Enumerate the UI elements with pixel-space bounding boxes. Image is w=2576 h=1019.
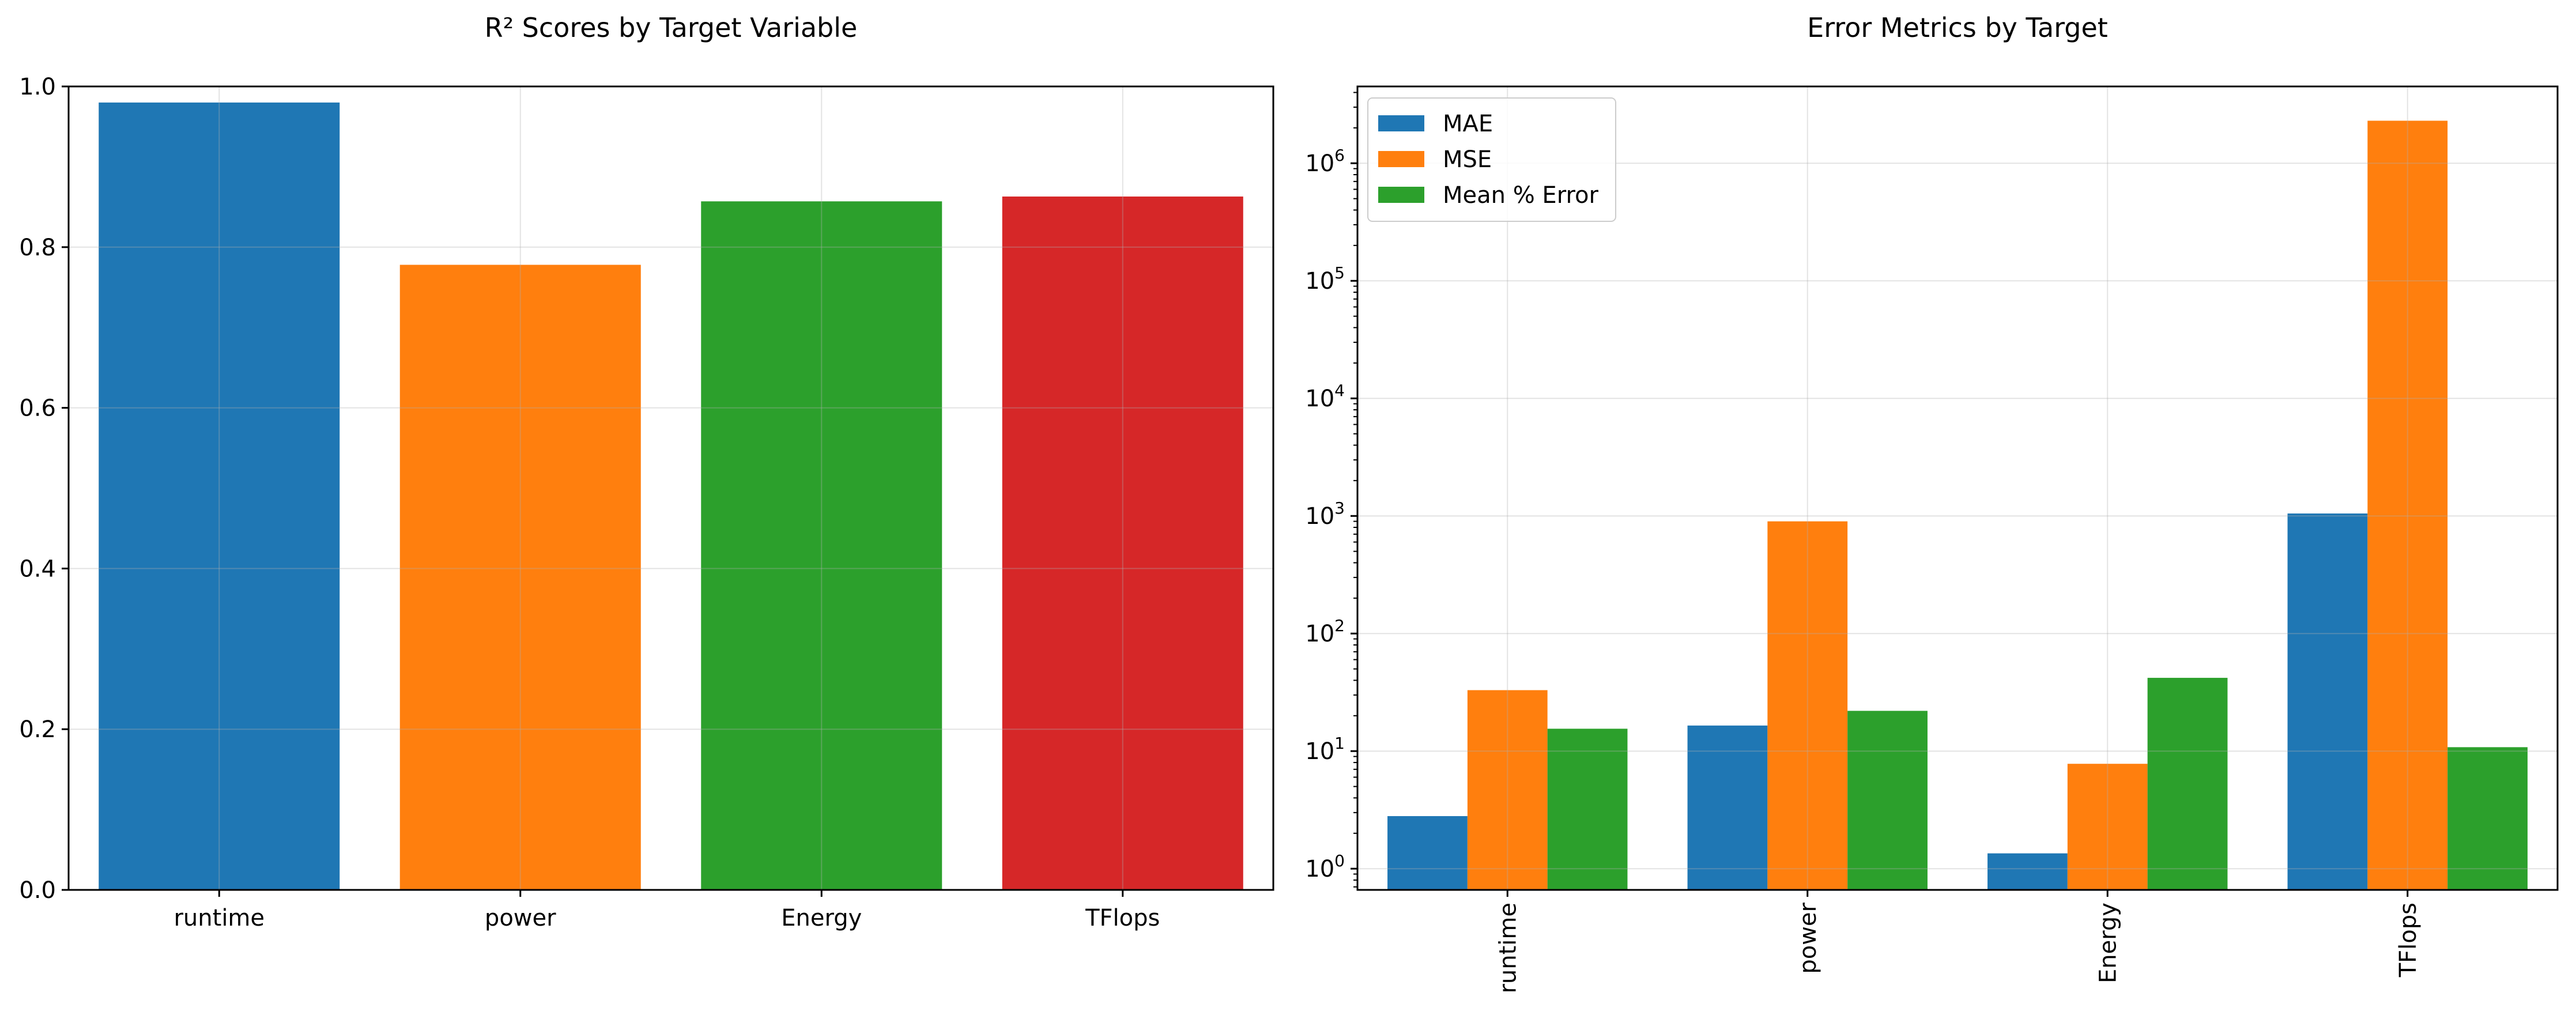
error-axes-frame xyxy=(1356,85,2559,891)
error-bar-tflops-mse xyxy=(2367,120,2448,890)
legend: MAE MSE Mean % Error xyxy=(1367,97,1616,222)
error-bar-tflops-mae xyxy=(2287,513,2368,890)
r2-bars xyxy=(99,102,1243,890)
legend-box xyxy=(1367,97,1616,222)
r2-y-tick-label: 0.6 xyxy=(19,395,56,422)
error-bar-runtime-mse xyxy=(1467,690,1548,890)
error-bar-power-mean-error xyxy=(1847,711,1928,890)
r2-bar-tflops xyxy=(1002,196,1243,890)
error-y-tick-label: 102 xyxy=(1305,616,1345,647)
r2-y-tick-label: 1.0 xyxy=(19,74,56,100)
error-bar-power-mae xyxy=(1687,725,1768,890)
legend-label: MSE xyxy=(1443,146,1492,173)
r2-y-tick-label: 0.0 xyxy=(19,877,56,904)
error-x-tick-label: Energy xyxy=(2095,903,2121,983)
r2-y-tick-label: 0.4 xyxy=(19,556,56,582)
r2-x-ticks: runtime power Energy TFlops xyxy=(174,890,1160,931)
legend-swatch xyxy=(1378,151,1424,167)
error-y-tick-label: 106 xyxy=(1305,146,1345,177)
legend-label: MAE xyxy=(1443,111,1493,137)
error-x-tick-label: power xyxy=(1795,902,1821,973)
error-chart-title: Error Metrics by Target xyxy=(1807,12,2108,43)
error-bar-runtime-mae xyxy=(1387,816,1468,890)
error-grid xyxy=(1357,86,2558,890)
r2-bar-energy xyxy=(701,201,942,890)
error-bar-energy-mae xyxy=(1987,853,2068,890)
error-bar-runtime-mean-error xyxy=(1547,729,1628,890)
error-x-tick-label: runtime xyxy=(1495,903,1521,994)
r2-bar-runtime xyxy=(99,102,340,890)
error-y-tick-label: 101 xyxy=(1305,734,1345,765)
error-y-ticks: 100 101 102 103 104 105 106 xyxy=(1305,92,1357,888)
r2-y-tick-label: 0.2 xyxy=(19,716,56,743)
error-bar-energy-mean-error xyxy=(2147,678,2228,890)
error-x-tick-label: TFlops xyxy=(2395,903,2422,978)
error-bar-power-mse xyxy=(1767,521,1848,890)
r2-y-ticks: 0.0 0.2 0.4 0.6 0.8 1.0 xyxy=(19,74,69,904)
error-metrics-chart: Error Metrics by Target 1001011021031041… xyxy=(1305,12,2559,994)
error-y-tick-label: 100 xyxy=(1305,851,1345,882)
error-y-tick-label: 103 xyxy=(1305,499,1345,530)
error-x-ticks: runtime power Energy TFlops xyxy=(1495,890,2422,994)
r2-chart-title: R² Scores by Target Variable xyxy=(485,12,858,43)
legend-swatch xyxy=(1378,187,1424,203)
legend-swatch xyxy=(1378,115,1424,131)
error-y-tick-label: 105 xyxy=(1305,263,1345,295)
r2-x-tick-label: TFlops xyxy=(1085,905,1160,931)
r2-bar-power xyxy=(399,265,641,890)
error-bar-tflops-mean-error xyxy=(2447,747,2528,890)
r2-axes-frame xyxy=(67,85,1274,891)
error-bars xyxy=(1387,120,2528,890)
r2-chart: R² Scores by Target Variable 0.00.20.40.… xyxy=(19,12,1274,931)
r2-x-tick-label: Energy xyxy=(781,905,862,931)
error-bar-energy-mse xyxy=(2067,764,2148,890)
error-y-tick-label: 104 xyxy=(1305,381,1345,412)
legend-label: Mean % Error xyxy=(1443,182,1598,209)
r2-y-tick-label: 0.8 xyxy=(19,235,56,261)
r2-x-tick-label: runtime xyxy=(174,905,265,931)
r2-x-tick-label: power xyxy=(485,905,556,931)
